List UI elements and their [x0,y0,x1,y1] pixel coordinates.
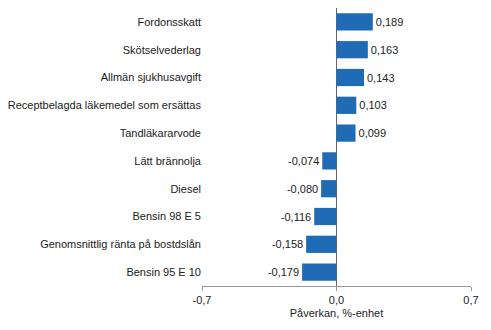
svg-text:Påverkan, %-enhet: Påverkan, %-enhet [290,307,384,319]
svg-text:Bensin 98 E 5: Bensin 98 E 5 [133,210,202,222]
svg-text:0,0: 0,0 [329,294,344,306]
svg-text:0,103: 0,103 [359,99,387,111]
svg-text:-0,179: -0,179 [268,266,299,278]
svg-text:Lätt brännolja: Lätt brännolja [134,155,202,167]
svg-text:-0,074: -0,074 [288,155,319,167]
svg-text:Tandläkararvode: Tandläkararvode [120,127,201,139]
svg-text:-0,080: -0,080 [287,183,318,195]
svg-text:0,189: 0,189 [376,16,404,28]
svg-text:0,163: 0,163 [371,44,399,56]
svg-text:Diesel: Diesel [170,183,201,195]
svg-text:0,7: 0,7 [463,294,478,306]
svg-text:Genomsnittlig ränta på bostdsl: Genomsnittlig ränta på bostdslån [40,238,201,250]
svg-text:Fordonsskatt: Fordonsskatt [137,16,201,28]
svg-text:Bensin 95 E 10: Bensin 95 E 10 [126,266,201,278]
svg-text:-0,158: -0,158 [272,238,303,250]
svg-text:Receptbelagda läkemedel som er: Receptbelagda läkemedel som ersättas [8,99,202,111]
svg-text:0,143: 0,143 [367,72,395,84]
svg-text:0,099: 0,099 [359,127,387,139]
svg-text:Skötselvederlag: Skötselvederlag [123,44,201,56]
svg-text:-0,116: -0,116 [281,211,311,223]
svg-text:-0,7: -0,7 [193,294,212,306]
svg-text:Allmän sjukhusavgift: Allmän sjukhusavgift [101,71,201,83]
